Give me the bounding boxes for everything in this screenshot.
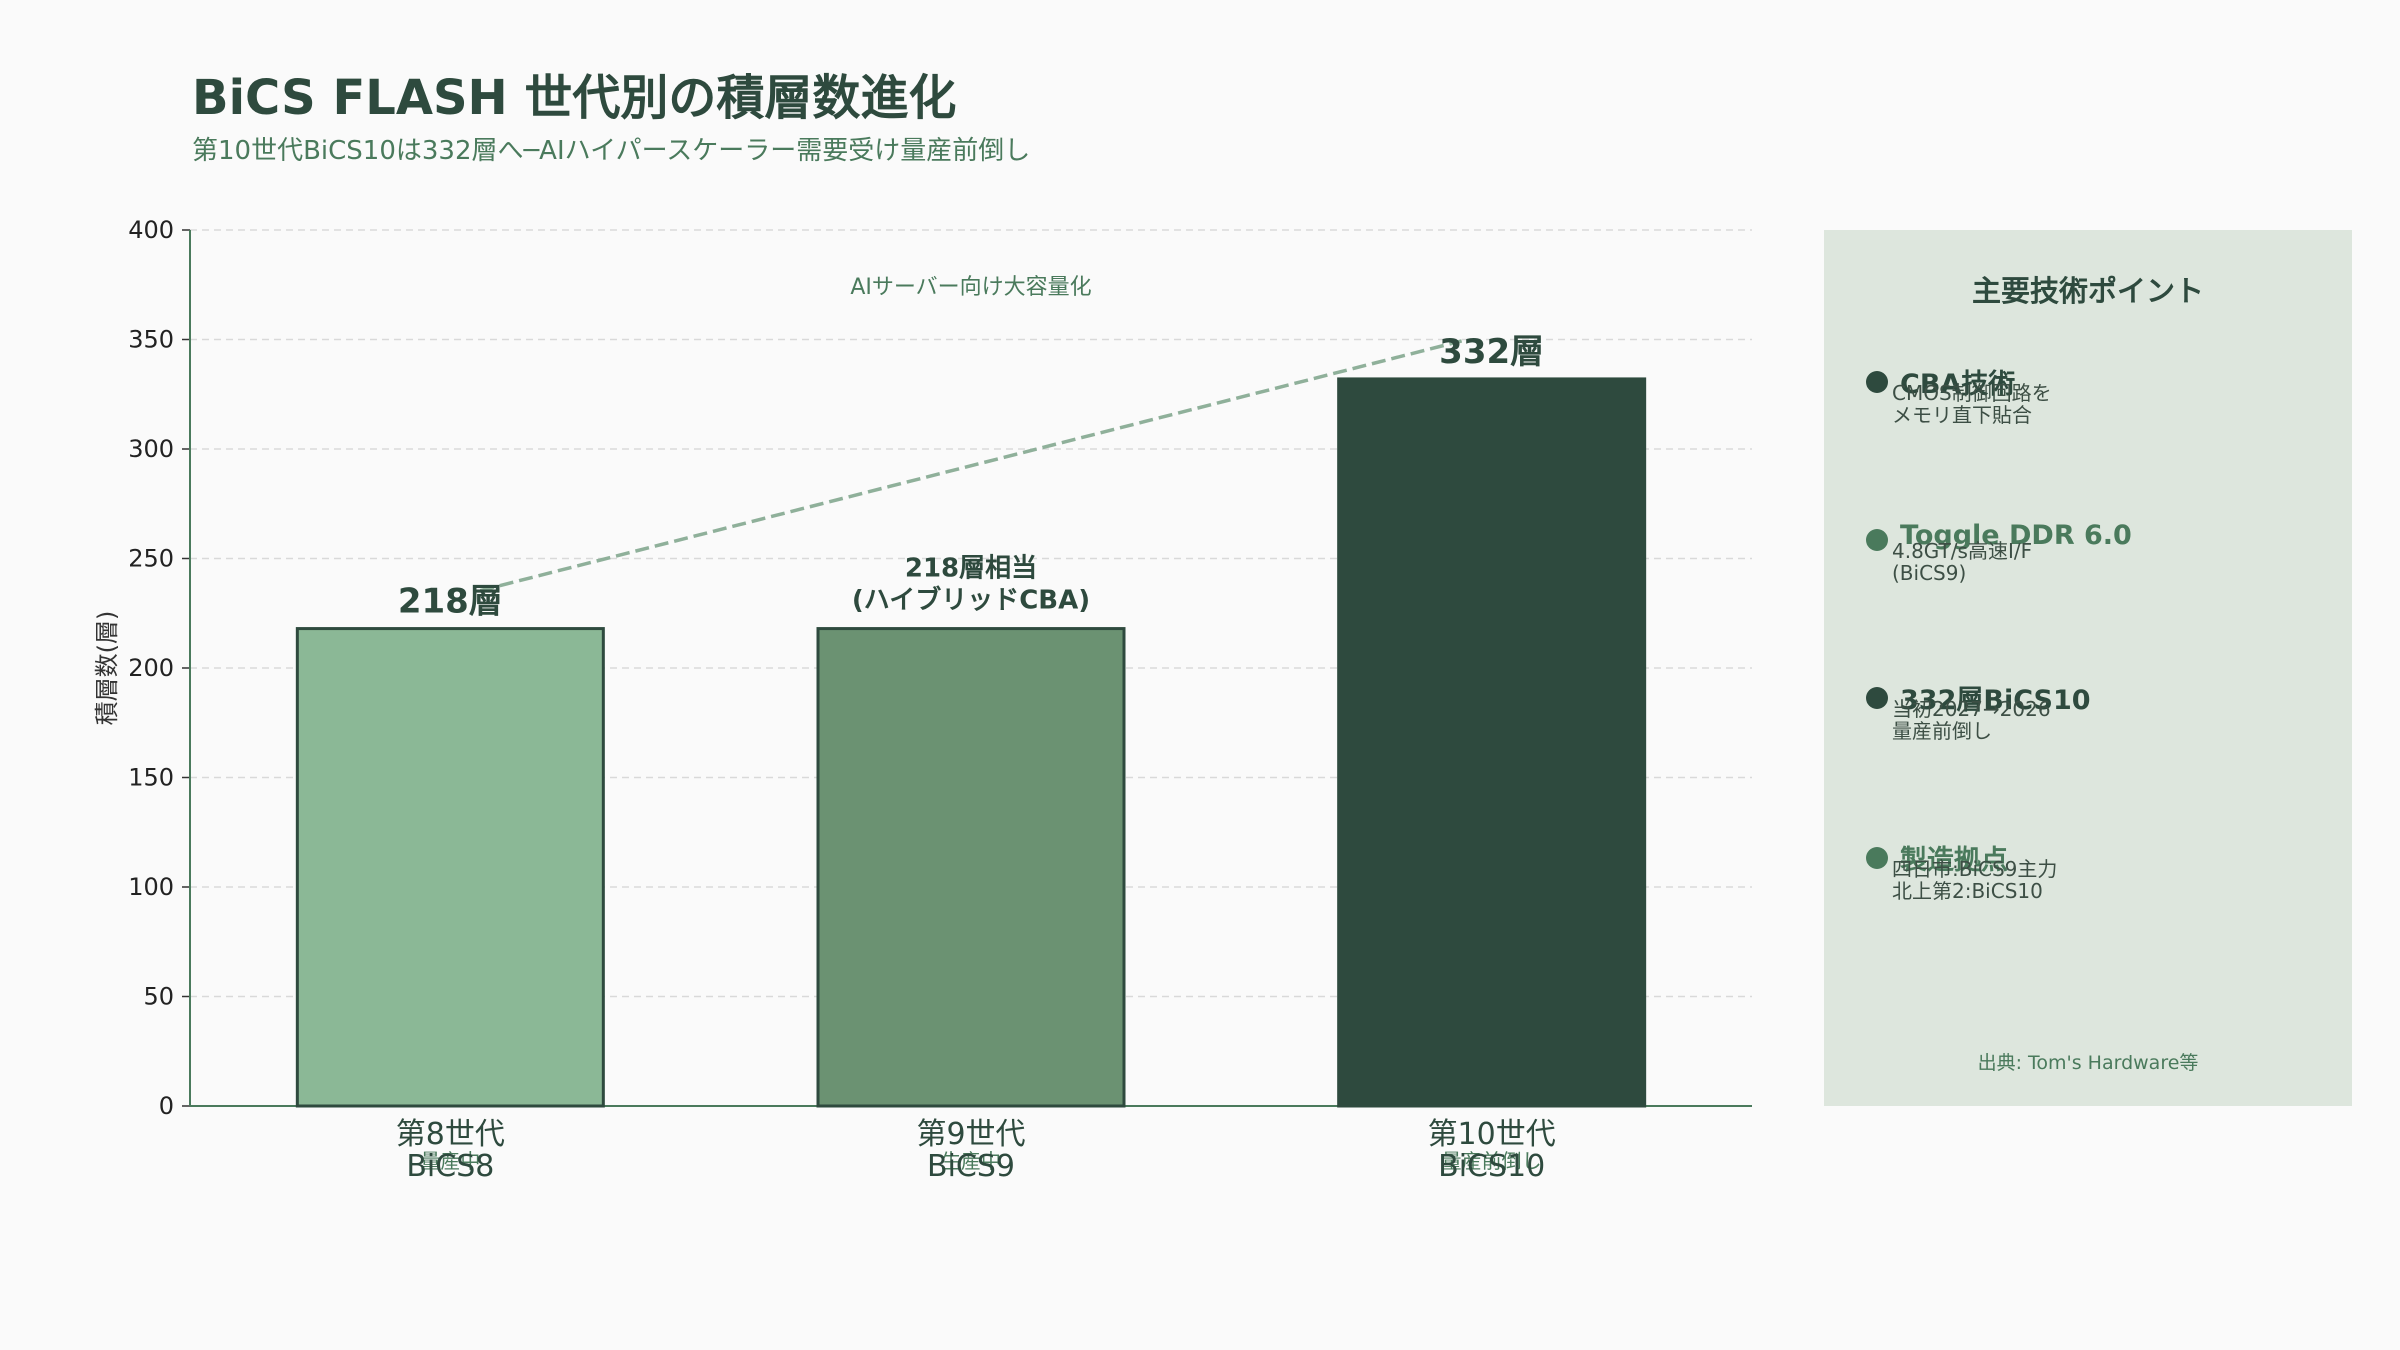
chart-annotation: AIサーバー向け大容量化 xyxy=(850,275,1091,300)
tech-point-desc: 当初2027→2026 量産前倒し xyxy=(1892,697,2051,743)
tech-point-title: CBA技術 xyxy=(1900,369,2016,400)
y-tick-label: 200 xyxy=(128,654,174,682)
y-tick-label: 400 xyxy=(128,216,174,244)
y-tick-label: 350 xyxy=(128,326,174,354)
y-axis-label: 積層数(層) xyxy=(93,611,121,726)
category-label: 第8世代 xyxy=(396,1117,505,1152)
bullet-dot-icon xyxy=(1866,847,1888,869)
tech-point-desc: 4.8GT/s高速I/F (BiCS9) xyxy=(1892,539,2033,585)
tech-point-desc: CMOS制御回路を メモリ直下貼合 xyxy=(1892,381,2052,427)
y-tick-label: 250 xyxy=(128,545,174,573)
y-tick-label: 50 xyxy=(143,983,174,1011)
category-label: BiCS9 xyxy=(927,1149,1015,1184)
category-status-label: 生産中 xyxy=(941,1149,1001,1173)
source-note: 出典: Tom's Hardware等 xyxy=(1977,1052,2199,1074)
category-status-label: 量産前倒し xyxy=(1442,1149,1542,1173)
bullet-dot-icon xyxy=(1866,529,1888,551)
category-label: BiCS8 xyxy=(406,1149,494,1184)
y-tick-label: 0 xyxy=(159,1092,174,1120)
category-label: BiCS10 xyxy=(1438,1149,1545,1184)
chart-subtitle: 第10世代BiCS10は332層へ─AIハイパースケーラー需要受け量産前倒し xyxy=(192,136,1031,166)
trend-line xyxy=(479,339,1463,593)
tech-points-panel: 主要技術ポイント CBA技術 CMOS制御回路を メモリ直下貼合 Toggle … xyxy=(1824,230,2352,1106)
bullet-dot-icon xyxy=(1866,687,1888,709)
category-label: 第9世代 xyxy=(916,1117,1025,1152)
y-tick-label: 100 xyxy=(128,873,174,901)
y-tick-label: 150 xyxy=(128,764,174,792)
panel-title: 主要技術ポイント xyxy=(1971,274,2204,308)
tech-point-desc: 四日市:BiCS9主力 北上第2:BiCS10 xyxy=(1892,857,2058,903)
bar xyxy=(816,627,1126,1108)
category-status-label: 量産中 xyxy=(420,1149,480,1173)
bar-chart: 0 50 100 150 200 250 300 350 400 積層数(層) 218層 218層相当… xyxy=(93,216,1752,1184)
y-tick-label: 300 xyxy=(128,435,174,463)
bullet-dot-icon xyxy=(1866,371,1888,393)
tech-point-title: 332層BiCS10 xyxy=(1900,685,2091,716)
category-label: 第10世代 xyxy=(1428,1117,1556,1152)
tech-point-title: 製造拠点 xyxy=(1900,845,2008,876)
bar xyxy=(1337,377,1647,1108)
bar-value-label: 218層 xyxy=(398,582,503,622)
bar-value-label: (ハイブリッドCBA) xyxy=(852,585,1090,616)
bar xyxy=(295,627,605,1108)
bar-value-label: 218層相当 xyxy=(905,554,1037,584)
tech-point-title: Toggle DDR 6.0 xyxy=(1900,520,2132,551)
chart-title: BiCS FLASH 世代別の積層数進化 xyxy=(192,70,957,126)
bar-value-label: 332層 xyxy=(1439,332,1544,372)
